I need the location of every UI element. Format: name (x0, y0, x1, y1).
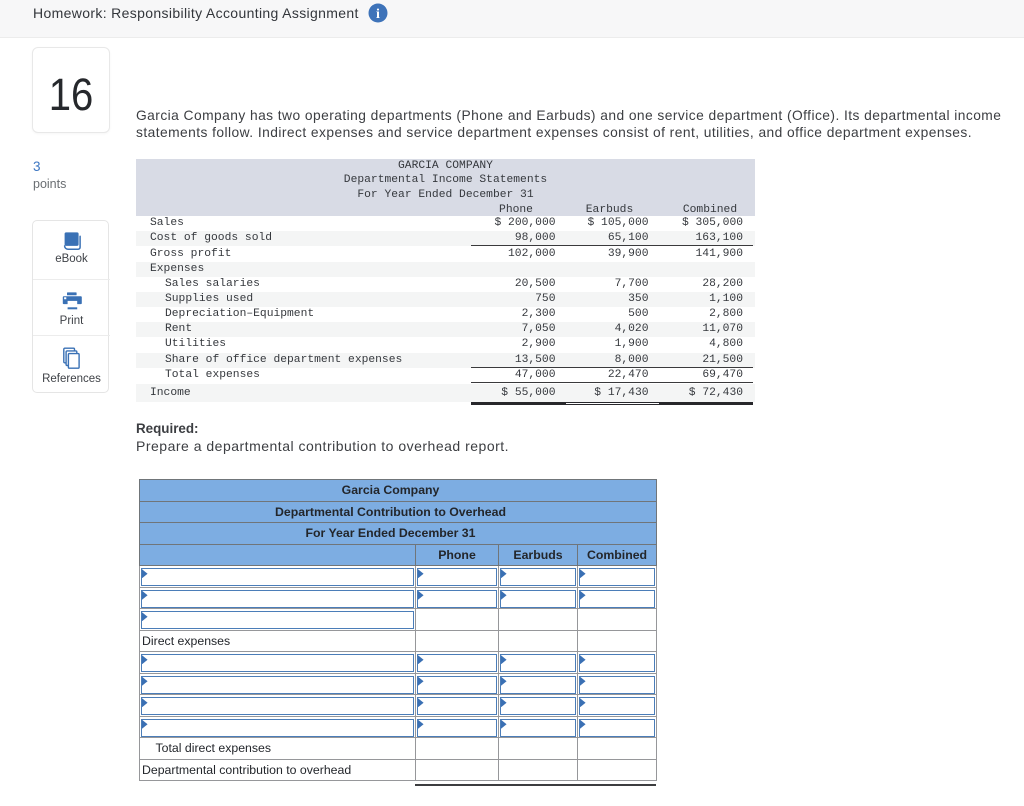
svg-text:i: i (376, 7, 380, 22)
